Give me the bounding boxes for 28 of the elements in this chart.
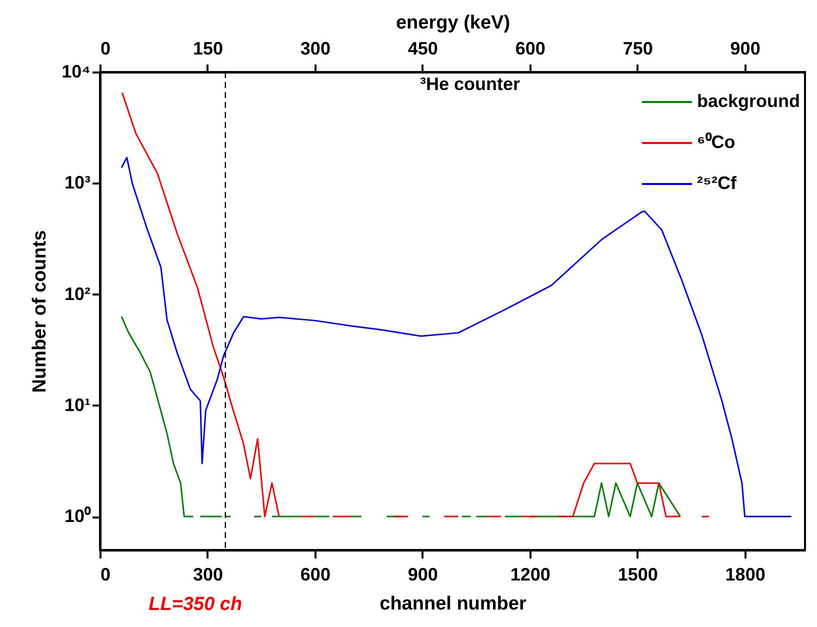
x-tick-label: 300 xyxy=(192,564,223,584)
x2-tick-label: 300 xyxy=(300,38,330,58)
y-tick-label: 10⁴ xyxy=(62,62,90,82)
x2-tick-label: 900 xyxy=(730,38,760,58)
x-tick-label: 0 xyxy=(100,564,111,584)
y-axis-title: Number of counts xyxy=(30,230,51,393)
x2-tick-label: 450 xyxy=(408,38,438,58)
x-tick-label: 1800 xyxy=(725,564,766,584)
x-axis-title: channel number xyxy=(380,594,527,614)
ref-line-label: LL=350 ch xyxy=(148,594,242,615)
x-tick-label: 1500 xyxy=(618,564,658,584)
x2-tick-label: 600 xyxy=(515,38,546,58)
y-tick-label: 10² xyxy=(64,284,91,304)
y-tick-label: 10³ xyxy=(64,172,91,193)
x-tick-label: 600 xyxy=(300,564,330,584)
legend-label: ²⁵²Cf xyxy=(697,173,738,193)
y-tick-label: 10⁰ xyxy=(64,506,92,526)
x2-axis-title: energy (keV) xyxy=(396,12,510,34)
legend-label: background xyxy=(697,91,800,111)
x2-tick-label: 750 xyxy=(622,38,653,58)
x-tick-label: 1200 xyxy=(510,564,550,584)
legend-label: ⁶⁰Co xyxy=(697,132,736,152)
x2-tick-label: 150 xyxy=(192,38,223,58)
y-tick-label: 10¹ xyxy=(64,394,91,415)
legend-title: ³He counter xyxy=(420,74,520,94)
line-series xyxy=(120,156,792,518)
x-tick-label: 900 xyxy=(408,564,438,584)
x2-tick-label: 0 xyxy=(100,38,111,58)
